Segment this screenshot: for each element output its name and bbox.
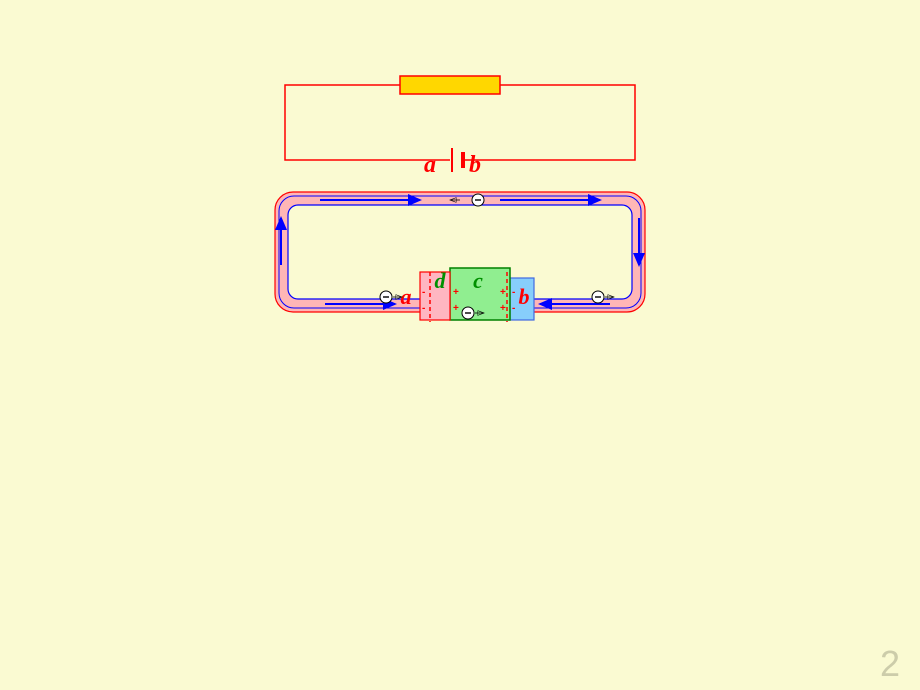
device-label-c: c (473, 268, 483, 293)
svg-text:+: + (453, 303, 459, 314)
battery-symbol (452, 148, 463, 172)
svg-text:-: - (512, 287, 515, 298)
schematic-label-a: a (424, 152, 436, 178)
svg-text:-: - (422, 303, 425, 314)
flow-loop: + + + + - - - - a b c d (275, 192, 645, 322)
schematic-label-b: b (469, 152, 481, 178)
svg-text:-: - (422, 287, 425, 298)
svg-text:+: + (500, 303, 506, 314)
circuit-diagram: a b + + + + (0, 0, 920, 690)
svg-text:+: + (453, 287, 459, 298)
device-label-d: d (435, 268, 447, 293)
svg-text:+: + (500, 287, 506, 298)
resistor (400, 76, 500, 94)
schematic-wire (285, 85, 635, 160)
svg-text:-: - (512, 303, 515, 314)
device-label-b: b (519, 284, 530, 309)
schematic-circuit: a b (285, 76, 635, 178)
page-number: 2 (880, 643, 900, 685)
device-label-a: a (401, 284, 412, 309)
